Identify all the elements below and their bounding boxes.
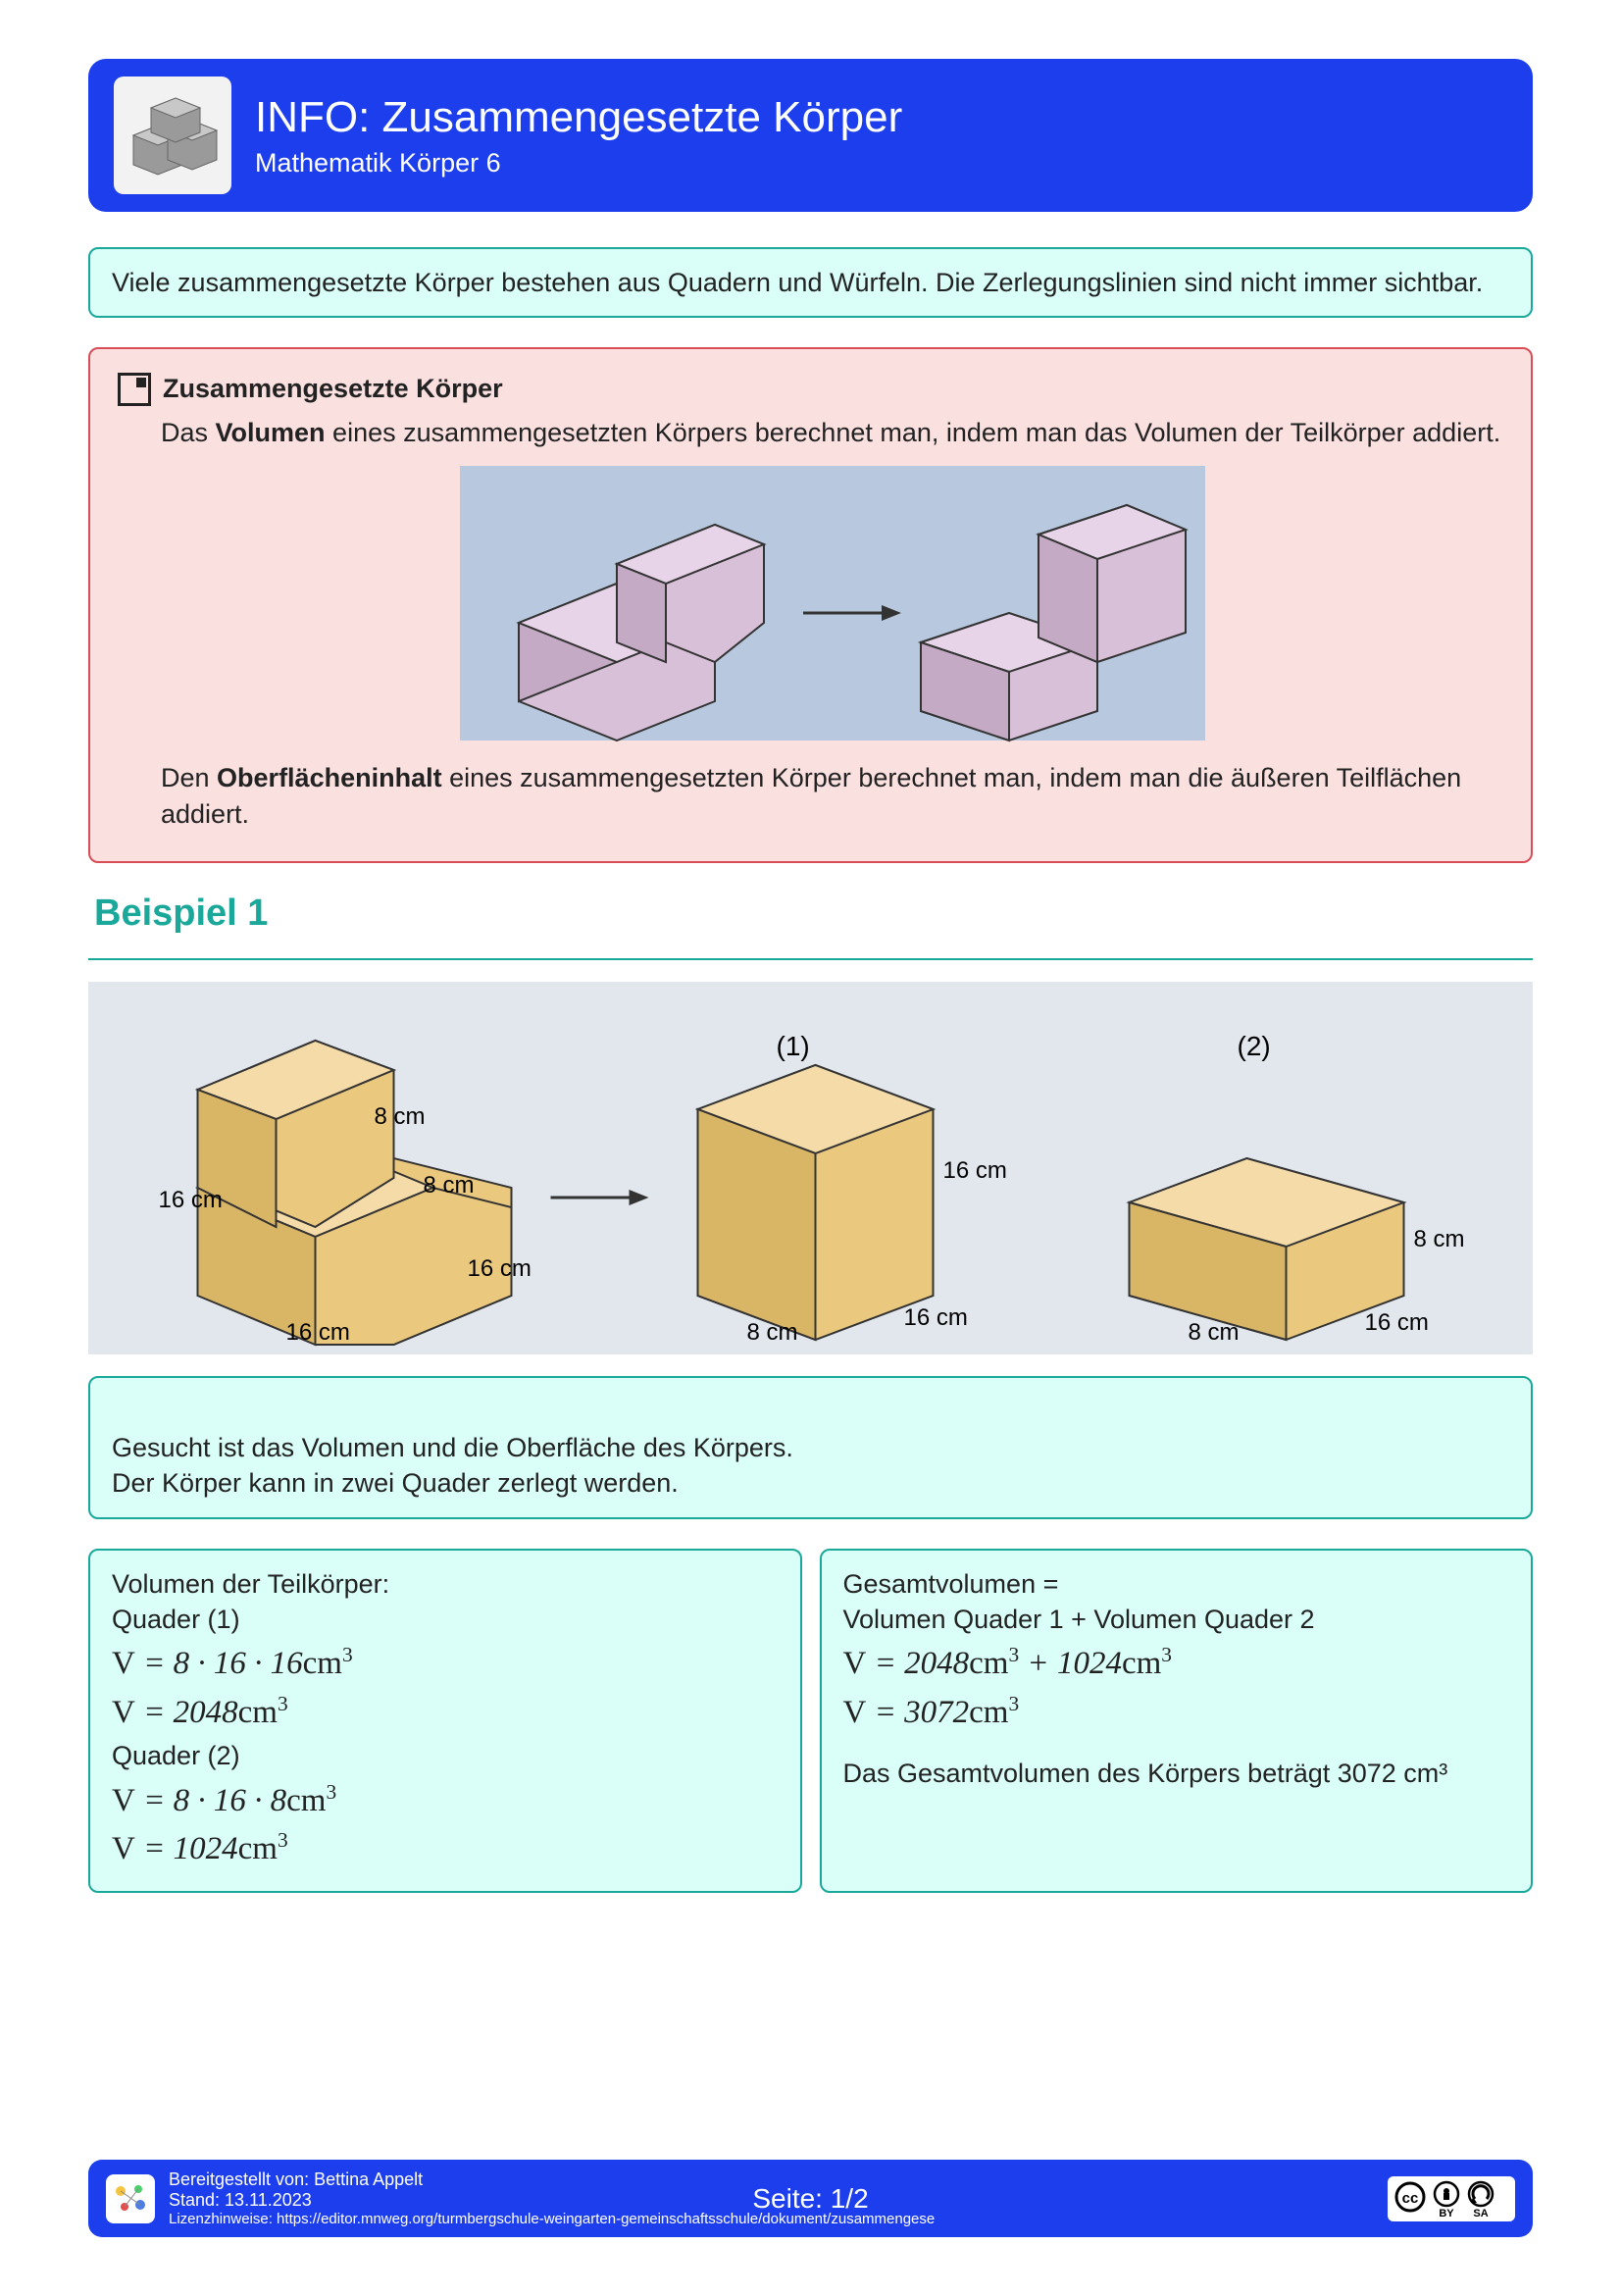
decomposition-diagram [460, 466, 1205, 740]
definition-heading-row: Zusammengesetzte Körper [118, 371, 1503, 406]
right-heading-2: Volumen Quader 1 + Volumen Quader 2 [843, 1602, 1510, 1637]
svg-text:16 cm: 16 cm [943, 1157, 1007, 1184]
footer-logo-icon [106, 2174, 155, 2223]
right-heading-1: Gesamtvolumen = [843, 1566, 1510, 1602]
cc-badge: cc BY SA [1388, 2176, 1515, 2221]
dim-16cm: 16 cm [159, 1187, 223, 1213]
intro-box: Viele zusammengesetzte Körper bestehen a… [88, 247, 1533, 318]
svg-text:16 cm: 16 cm [1365, 1309, 1429, 1336]
calc-right: Gesamtvolumen = Volumen Quader 1 + Volum… [820, 1549, 1534, 1894]
cubes-icon [114, 77, 231, 194]
example-1-title: Beispiel 1 [94, 893, 1533, 935]
definition-body: Das Volumen eines zusammengesetzten Körp… [118, 415, 1503, 832]
header-text: INFO: Zusammengesetzte Körper Mathematik… [255, 93, 902, 179]
left-heading: Volumen der Teilkörper: [112, 1566, 779, 1602]
svg-text:16 cm: 16 cm [904, 1304, 968, 1331]
section-divider [88, 958, 1533, 960]
svg-text:(1): (1) [777, 1031, 810, 1061]
svg-text:16 cm: 16 cm [468, 1255, 532, 1282]
calc-left: Volumen der Teilkörper: Quader (1) V = 8… [88, 1549, 802, 1894]
result-1: V = 2048cm3 [112, 1690, 779, 1735]
page-subtitle: Mathematik Körper 6 [255, 148, 902, 179]
example-diagram: 16 cm 8 cm 8 cm 16 cm 16 cm (1) 16 cm 16… [88, 982, 1533, 1354]
definition-box: Zusammengesetzte Körper Das Volumen eine… [88, 347, 1533, 863]
cc-icon: cc BY SA [1388, 2176, 1515, 2221]
svg-text:8 cm: 8 cm [375, 1103, 426, 1130]
page-title: INFO: Zusammengesetzte Körper [255, 93, 902, 142]
formula-2: V = 8 · 16 · 8cm3 [112, 1778, 779, 1823]
result-2: V = 1024cm3 [112, 1826, 779, 1871]
svg-text:8 cm: 8 cm [747, 1319, 798, 1346]
definition-para-2: Den Oberflächeninhalt eines zusammengese… [161, 760, 1503, 832]
sum-result: V = 3072cm3 [843, 1690, 1510, 1735]
intro-text: Viele zusammengesetzte Körper bestehen a… [112, 268, 1483, 297]
svg-text:BY: BY [1439, 2208, 1454, 2219]
page-header: INFO: Zusammengesetzte Körper Mathematik… [88, 59, 1533, 212]
svg-text:cc: cc [1402, 2190, 1419, 2207]
svg-text:(2): (2) [1238, 1031, 1271, 1061]
quader-1-label: Quader (1) [112, 1602, 779, 1637]
quader-2-label: Quader (2) [112, 1738, 779, 1773]
page-footer: Bereitgestellt von: Bettina Appelt Stand… [88, 2160, 1533, 2237]
definition-icon [118, 373, 151, 406]
formula-1: V = 8 · 16 · 16cm3 [112, 1641, 779, 1686]
calc-row: Volumen der Teilkörper: Quader (1) V = 8… [88, 1549, 1533, 1923]
svg-text:SA: SA [1473, 2208, 1488, 2219]
svg-text:8 cm: 8 cm [424, 1172, 475, 1199]
svg-text:16 cm: 16 cm [286, 1319, 350, 1346]
svg-text:8 cm: 8 cm [1414, 1226, 1465, 1252]
definition-para-1: Das Volumen eines zusammengesetzten Körp… [161, 415, 1503, 450]
task-box: Gesucht ist das Volumen und die Oberfläc… [88, 1376, 1533, 1518]
page-indicator: Seite: 1/2 [752, 2183, 868, 2215]
sum-formula: V = 2048cm3 + 1024cm3 [843, 1641, 1510, 1686]
svg-text:8 cm: 8 cm [1189, 1319, 1240, 1346]
task-text: Gesucht ist das Volumen und die Oberfläc… [112, 1433, 793, 1498]
conclusion: Das Gesamtvolumen des Körpers beträgt 30… [843, 1756, 1510, 1791]
definition-heading: Zusammengesetzte Körper [163, 371, 503, 406]
